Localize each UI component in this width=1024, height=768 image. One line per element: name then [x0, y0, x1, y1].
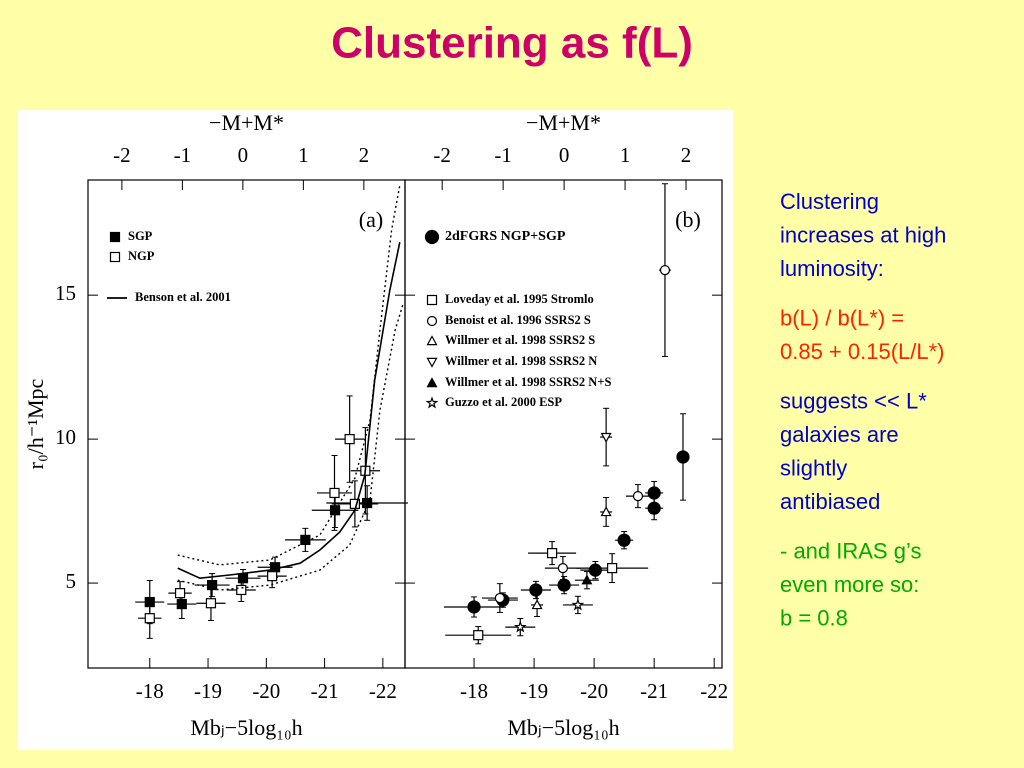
- marker: [647, 486, 661, 500]
- legend-label: Willmer et al. 1998 SSRS2 N: [445, 354, 597, 368]
- marker: [588, 563, 602, 577]
- note-line: b = 0.8: [780, 605, 848, 630]
- legend-label: Willmer et al. 1998 SSRS2 N+S: [445, 375, 611, 389]
- y-tick-label: 5: [66, 569, 77, 593]
- legend-label: 2dFGRS NGP+SGP: [445, 229, 566, 244]
- note-line: even more so:: [780, 572, 919, 597]
- x2-tick-label: 2: [681, 143, 692, 167]
- marker: [581, 574, 593, 585]
- marker: [144, 613, 155, 624]
- x2-tick-label: 1: [620, 143, 631, 167]
- x-tick-label: -19: [520, 679, 548, 703]
- legend-marker: [426, 377, 438, 388]
- model-bound: [177, 185, 401, 566]
- y-tick-label: 10: [55, 425, 76, 449]
- marker: [571, 598, 585, 611]
- legend-label: Willmer et al. 1998 SSRS2 S: [445, 333, 595, 347]
- x-tick-label: -21: [311, 679, 339, 703]
- x-axis-label: Mbⱼ−5log₁₀h: [507, 715, 619, 740]
- x-tick-label: -18: [460, 679, 488, 703]
- y-axis-label: r₀/h⁻¹Mpc: [23, 378, 48, 469]
- marker: [557, 578, 571, 592]
- panel-label: (b): [675, 207, 701, 232]
- marker: [632, 491, 644, 502]
- marker: [300, 534, 311, 545]
- note-line: Clustering: [780, 189, 879, 214]
- marker: [531, 599, 543, 610]
- note-line: antibiased: [780, 489, 880, 514]
- legend-marker: [109, 251, 121, 263]
- legend-label: Guzzo et al. 2000 ESP: [445, 395, 562, 409]
- marker: [600, 506, 612, 517]
- legend-marker: [109, 231, 121, 243]
- x-axis-label: Mbⱼ−5log₁₀h: [190, 715, 302, 740]
- legend-label: Benson et al. 2001: [135, 290, 231, 304]
- marker: [473, 630, 484, 641]
- legend-marker: [426, 357, 438, 368]
- note-line: galaxies are: [780, 422, 899, 447]
- x2-axis-label: −M+M*: [526, 110, 601, 135]
- note-line: b(L) / b(L*) =: [780, 305, 904, 330]
- legend-marker: [426, 294, 438, 306]
- marker: [267, 571, 278, 582]
- marker: [207, 579, 218, 591]
- note-line: - and IRAS g’s: [780, 538, 921, 563]
- plot-frame: [404, 179, 723, 669]
- marker: [494, 592, 505, 604]
- marker: [176, 598, 187, 610]
- x2-tick-label: 0: [238, 143, 249, 167]
- legend-marker: [426, 335, 438, 346]
- figure-background: [18, 110, 733, 750]
- marker: [174, 588, 186, 599]
- note-line: slightly: [780, 455, 847, 480]
- x2-tick-label: -2: [433, 143, 451, 167]
- x2-tick-label: 2: [359, 143, 370, 167]
- note-line: increases at high: [780, 222, 946, 247]
- legend-label: NGP: [128, 249, 155, 263]
- note-line: luminosity:: [780, 256, 884, 281]
- x-tick-label: -18: [136, 679, 164, 703]
- note-line: 0.85 + 0.15(L/L*): [780, 339, 945, 364]
- marker: [467, 600, 481, 614]
- slide-title: Clustering as f(L): [331, 19, 693, 68]
- x2-tick-label: 0: [559, 143, 570, 167]
- x2-tick-label: -1: [494, 143, 512, 167]
- marker: [600, 432, 612, 443]
- marker: [329, 487, 340, 499]
- x2-tick-label: -1: [174, 143, 192, 167]
- legend-marker: [425, 396, 439, 409]
- x2-tick-label: -2: [113, 143, 131, 167]
- legend-marker: [424, 229, 440, 245]
- marker: [659, 265, 671, 276]
- x-tick-label: -20: [580, 679, 608, 703]
- legend-marker: [426, 315, 438, 327]
- model-line: [177, 242, 401, 580]
- legend-label: Loveday et al. 1995 Stromlo: [445, 292, 594, 306]
- marker: [676, 450, 690, 464]
- note-line: suggests << L*: [780, 388, 927, 413]
- marker: [513, 620, 527, 633]
- marker: [344, 434, 355, 445]
- marker: [236, 584, 247, 596]
- marker: [362, 497, 373, 509]
- legend-label: Benoist et al. 1996 SSRS2 S: [445, 313, 591, 327]
- x-tick-label: -20: [252, 679, 280, 703]
- x2-axis-label: −M+M*: [209, 110, 284, 135]
- marker: [205, 598, 217, 609]
- x-tick-label: -21: [640, 679, 668, 703]
- x2-tick-label: 1: [298, 143, 309, 167]
- x-tick-label: -22: [700, 679, 728, 703]
- x-tick-label: -22: [369, 679, 397, 703]
- marker: [546, 548, 558, 559]
- marker: [607, 562, 618, 574]
- marker: [617, 533, 631, 547]
- x-tick-label: -19: [194, 679, 222, 703]
- legend-label: SGP: [128, 229, 153, 243]
- y-tick-label: 15: [55, 281, 76, 305]
- panel-label: (a): [359, 207, 383, 232]
- marker: [529, 583, 543, 597]
- marker: [557, 562, 568, 574]
